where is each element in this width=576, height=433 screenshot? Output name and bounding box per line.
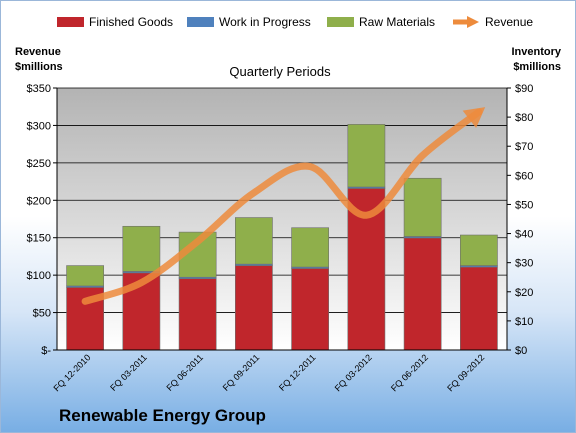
legend-label-revenue: Revenue: [485, 15, 533, 29]
bar-raw-materials: [122, 225, 161, 272]
right-axis-title-line2: $millions: [513, 61, 561, 73]
left-tick-label: $100: [27, 270, 51, 282]
bar-finished-goods: [291, 268, 329, 351]
x-tick-label: FQ 03-2012: [333, 352, 374, 393]
bar-raw-materials: [291, 227, 329, 268]
right-tick-label: $0: [515, 345, 527, 357]
left-axis-ticks: $- $50 $100 $150 $200 $250 $300 $350: [27, 83, 58, 357]
bar-raw-materials: [66, 265, 104, 287]
legend-label-raw-materials: Raw Materials: [359, 15, 435, 29]
bar-raw-materials: [460, 234, 498, 266]
left-tick-label: $300: [27, 120, 51, 132]
legend: Finished Goods Work in Progress Raw Mate…: [57, 15, 533, 29]
left-axis-title-line1: Revenue: [15, 46, 61, 58]
x-tick-label: FQ 06-2012: [389, 352, 430, 393]
right-tick-label: $50: [515, 199, 533, 211]
legend-label-finished-goods: Finished Goods: [89, 15, 173, 29]
left-tick-label: $250: [27, 158, 51, 170]
revenue-line: [81, 108, 483, 305]
right-tick-label: $40: [515, 229, 533, 241]
bar-raw-materials: [235, 217, 273, 265]
bar-finished-goods: [403, 237, 442, 351]
x-tick-label: FQ 06-2011: [164, 352, 205, 393]
x-axis-ticks: FQ 12-2010 FQ 03-2011 FQ 06-2011 FQ 09-2011…: [52, 349, 507, 393]
legend-swatch-finished-goods: [57, 17, 84, 27]
revenue-arrowhead: [462, 107, 486, 128]
right-tick-label: $70: [515, 141, 533, 153]
x-tick-label: FQ 09-2012: [445, 352, 486, 393]
left-tick-label: $150: [27, 233, 51, 245]
left-tick-label: $200: [27, 195, 51, 207]
bar-raw-materials: [347, 124, 386, 188]
chart-subtitle: Quarterly Periods: [229, 64, 331, 79]
right-tick-label: $60: [515, 170, 533, 182]
x-tick-label: FQ 12-2010: [52, 352, 93, 393]
legend-swatch-work-in-progress: [187, 17, 214, 27]
bar-finished-goods: [178, 278, 217, 351]
right-tick-label: $30: [515, 258, 533, 270]
left-tick-label: $350: [27, 83, 51, 95]
right-tick-label: $90: [515, 83, 533, 95]
company-name: Renewable Energy Group: [59, 406, 266, 425]
bar-raw-materials: [403, 177, 442, 237]
bar-finished-goods: [235, 265, 273, 351]
right-tick-label: $20: [515, 287, 533, 299]
x-tick-label: FQ 09-2011: [221, 352, 262, 393]
bar-finished-goods: [460, 266, 498, 351]
x-tick-label: FQ 03-2011: [108, 352, 149, 393]
legend-arrowhead-revenue: [467, 16, 479, 28]
x-tick-label: FQ 12-2011: [277, 352, 318, 393]
left-tick-label: $50: [33, 308, 51, 320]
right-tick-label: $10: [515, 316, 533, 328]
revenue-series: [81, 107, 486, 305]
right-axis-ticks: $0 $10 $20 $30 $40 $50 $60 $70 $80 $90: [506, 83, 533, 357]
legend-swatch-raw-materials: [327, 17, 354, 27]
left-axis-title-line2: $millions: [15, 61, 63, 73]
left-tick-label: $-: [41, 345, 51, 357]
right-axis-title-line1: Inventory: [511, 46, 561, 58]
right-tick-label: $80: [515, 112, 533, 124]
legend-label-work-in-progress: Work in Progress: [219, 15, 311, 29]
